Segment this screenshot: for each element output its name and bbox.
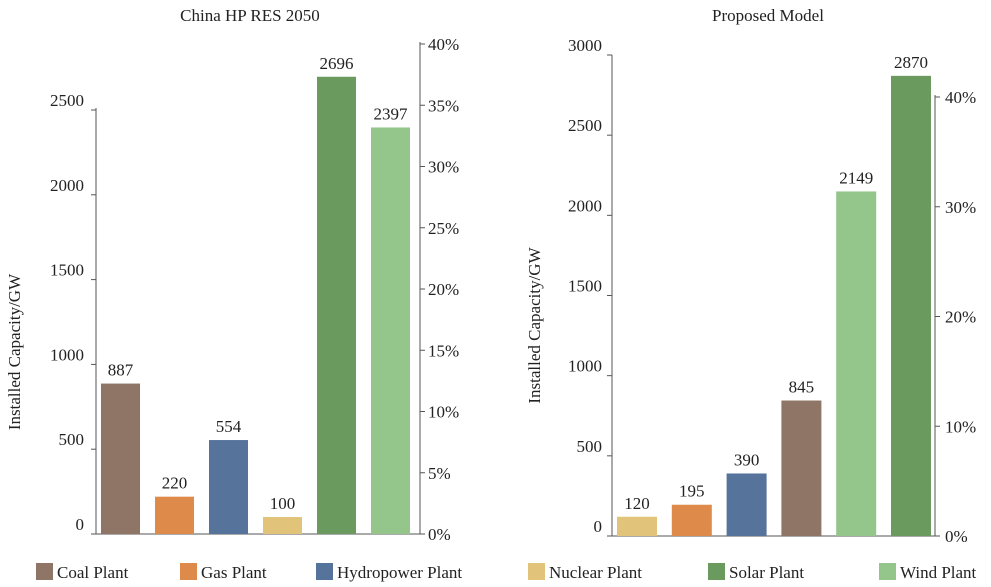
chart2-data-label-hydropower-plant: 390 <box>734 450 760 469</box>
chart1-y2tick-label: 35% <box>428 96 459 115</box>
chart1-bar-nuclear-plant <box>263 517 302 534</box>
chart2-ytick-label: 2500 <box>568 116 602 135</box>
chart2-data-label-wind-plant: 2149 <box>839 168 873 187</box>
legend-label-solar-plant: Solar Plant <box>729 563 804 582</box>
chart2-data-label-gas-plant: 195 <box>679 482 705 501</box>
chart1-data-label-nuclear-plant: 100 <box>270 494 296 513</box>
chart2-ytick-label: 2000 <box>568 196 602 215</box>
chart1-title: China HP RES 2050 <box>180 6 320 25</box>
chart2-bar-coal-plant <box>781 400 822 536</box>
chart1-y2tick-label: 20% <box>428 280 459 299</box>
chart2-y2tick-label: 40% <box>945 88 976 107</box>
chart2-data-label-nuclear-plant: 120 <box>624 494 650 513</box>
chart1-bar-solar-plant <box>317 76 356 535</box>
chart1-ytick-label: 0 <box>76 515 85 534</box>
chart1-bar-hydropower-plant <box>209 440 248 534</box>
chart1-y2tick-label: 15% <box>428 341 459 360</box>
chart2-ytick-label: 500 <box>577 437 603 456</box>
chart2-bar-wind-plant <box>836 191 877 536</box>
chart1-bar-gas-plant <box>155 496 194 534</box>
chart2-y2tick-label: 30% <box>945 198 976 217</box>
legend-swatch-nuclear-plant <box>528 563 545 580</box>
chart1-bar-coal-plant <box>101 383 140 534</box>
chart1-y2tick-label: 30% <box>428 158 459 177</box>
legend-swatch-gas-plant <box>180 563 197 580</box>
chart1-y-axis-label: Installed Capacity/GW <box>5 273 24 430</box>
chart1-data-label-solar-plant: 2696 <box>320 54 354 73</box>
chart2-ytick-label: 3000 <box>568 36 602 55</box>
chart2-data-label-solar-plant: 2870 <box>894 53 928 72</box>
chart2-ytick-label: 0 <box>594 517 603 536</box>
chart1-data-label-hydropower-plant: 554 <box>216 417 242 436</box>
chart1-data-label-gas-plant: 220 <box>162 474 188 493</box>
legend-label-nuclear-plant: Nuclear Plant <box>549 563 642 582</box>
legend-label-wind-plant: Wind Plant <box>900 563 977 582</box>
chart2-bar-gas-plant <box>671 504 712 536</box>
chart1-ytick-label: 1500 <box>50 261 84 280</box>
chart2-title: Proposed Model <box>712 6 824 25</box>
legend-label-hydropower-plant: Hydropower Plant <box>337 563 462 582</box>
legend-swatch-coal-plant <box>36 563 53 580</box>
chart2-data-label-coal-plant: 845 <box>789 378 815 397</box>
chart1-data-label-wind-plant: 2397 <box>374 104 409 123</box>
chart1-ytick-label: 2000 <box>50 176 84 195</box>
chart1-bar-wind-plant <box>371 127 410 534</box>
chart2-y2tick-label: 0% <box>945 527 968 546</box>
chart2-ytick-label: 1000 <box>568 357 602 376</box>
chart1-y2tick-label: 5% <box>428 464 451 483</box>
chart1-y2tick-label: 10% <box>428 403 459 422</box>
chart1-y2tick-label: 40% <box>428 35 459 54</box>
legend-label-coal-plant: Coal Plant <box>57 563 129 582</box>
chart1-ytick-label: 1000 <box>50 345 84 364</box>
chart2-ytick-label: 1500 <box>568 277 602 296</box>
chart2-y2tick-label: 10% <box>945 417 976 436</box>
chart1-data-label-coal-plant: 887 <box>108 361 134 380</box>
chart1-y2tick-label: 25% <box>428 219 459 238</box>
legend-swatch-solar-plant <box>708 563 725 580</box>
chart1-ytick-label: 500 <box>59 430 85 449</box>
chart2-y-axis-label: Installed Capacity/GW <box>525 246 544 403</box>
chart2-bar-nuclear-plant <box>617 516 657 536</box>
chart2-bar-hydropower-plant <box>726 473 767 536</box>
chart1-y2tick-label: 0% <box>428 525 451 544</box>
chart2-y2tick-label: 20% <box>945 308 976 327</box>
legend-label-gas-plant: Gas Plant <box>201 563 267 582</box>
legend-swatch-hydropower-plant <box>316 563 333 580</box>
legend-swatch-wind-plant <box>879 563 896 580</box>
chart1-ytick-label: 2500 <box>50 91 84 110</box>
chart2-bar-solar-plant <box>891 75 931 537</box>
